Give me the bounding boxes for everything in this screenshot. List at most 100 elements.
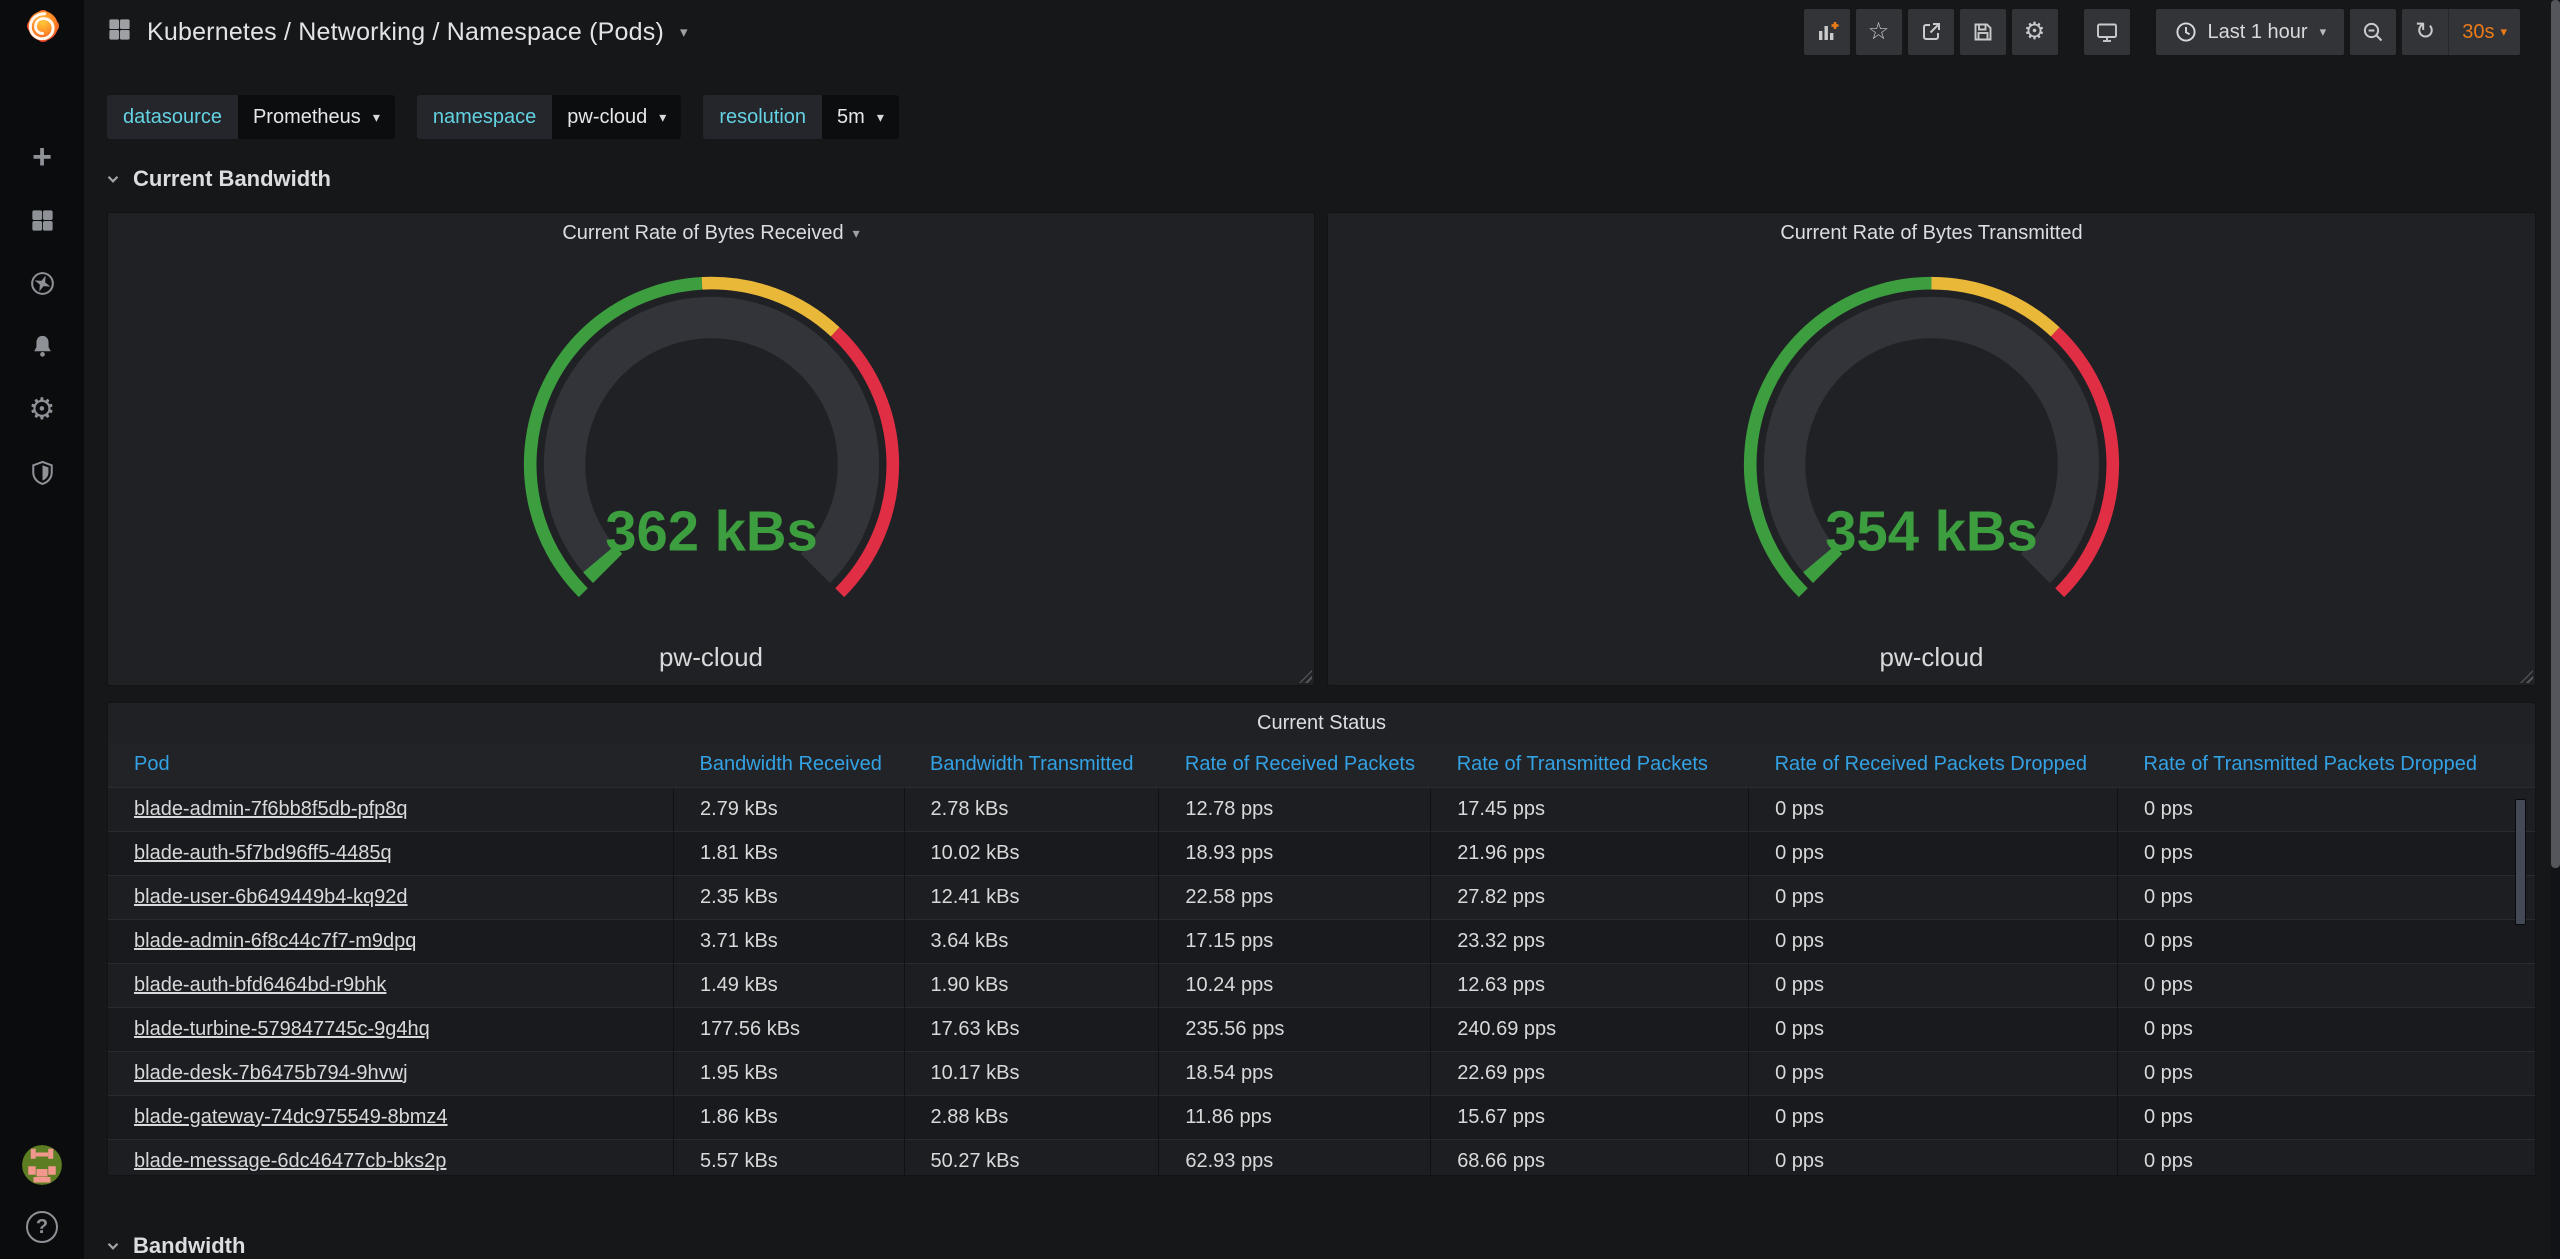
panel-title-received-text: Current Rate of Bytes Received [562,221,844,244]
cell-rate-received: 18.54 pps [1158,1050,1431,1095]
save-button[interactable] [1959,9,2006,55]
gauge-received: 362 kBs [523,276,899,598]
cell-bandwidth-received: 5.57 kBs [672,1138,905,1175]
server-admin-shield-icon[interactable] [27,457,57,487]
dashboard-caret-icon: ▾ [679,24,688,41]
dashboard-title: Kubernetes / Networking / Namespace (Pod… [147,17,664,46]
cell-rate-transmitted: 68.66 pps [1430,1138,1749,1175]
table-header-row: Pod Bandwidth Received Bandwidth Transmi… [108,743,2535,787]
column-header-bandwidth-received[interactable]: Bandwidth Received [673,743,905,787]
cell-rate-received-dropped: 0 pps [1748,1138,2118,1175]
panel-title-transmitted[interactable]: Current Rate of Bytes Transmitted [1328,213,2535,253]
cell-bandwidth-transmitted: 12.41 kBs [903,874,1159,919]
panel-title-transmitted-text: Current Rate of Bytes Transmitted [1780,221,2083,244]
column-header-rate-transmitted-dropped[interactable]: Rate of Transmitted Packets Dropped [2117,743,2535,787]
grafana-logo-icon[interactable] [22,5,64,47]
settings-button[interactable]: ⚙ [2011,9,2058,55]
pod-link[interactable]: blade-message-6dc46477cb-bks2p [134,1149,447,1172]
cell-rate-transmitted: 21.96 pps [1430,830,1749,875]
cell-rate-received-dropped: 0 pps [1748,874,2118,919]
pod-link[interactable]: blade-gateway-74dc975549-8bmz4 [134,1105,448,1128]
threshold-yellow-arc [701,276,840,337]
page-scrollbar-thumb[interactable] [2551,0,2560,868]
gauge-series-label: pw-cloud [658,642,764,672]
gauge-value: 362 kBs [605,500,818,563]
variable-resolution-value[interactable]: 5m ▾ [822,95,899,139]
column-header-rate-transmitted[interactable]: Rate of Transmitted Packets [1430,743,1749,787]
row-bandwidth-title: Bandwidth [133,1233,246,1258]
variable-resolution-selected: 5m [837,105,865,128]
cell-rate-transmitted-dropped: 0 pps [2117,1050,2535,1095]
top-navbar: Kubernetes / Networking / Namespace (Pod… [84,0,2560,64]
star-button[interactable]: ☆ [1855,9,1902,55]
cell-rate-transmitted-dropped: 0 pps [2117,962,2535,1007]
pod-link[interactable]: blade-admin-6f8c44c7f7-m9dpq [134,929,417,952]
variable-namespace-value[interactable]: pw-cloud ▾ [552,95,682,139]
cell-rate-received-dropped: 0 pps [1748,1094,2118,1139]
cell-rate-transmitted-dropped: 0 pps [2117,1006,2535,1051]
refresh-interval-dropdown[interactable]: 30s ▾ [2449,9,2520,55]
variable-datasource-label: datasource [107,95,238,139]
panel-current-status: Current Status Pod Bandwidth Received Ba… [107,702,2536,1176]
pod-link[interactable]: blade-auth-bfd6464bd-r9bhk [134,973,387,996]
row-bandwidth[interactable]: Bandwidth [104,1233,245,1259]
zoom-out-button[interactable] [2350,9,2397,55]
create-plus-icon[interactable]: + [27,138,57,176]
cell-bandwidth-transmitted: 17.63 kBs [903,1006,1159,1051]
share-button[interactable] [1907,9,1954,55]
user-avatar[interactable] [22,1145,62,1185]
cell-rate-received-dropped: 0 pps [1748,1006,2118,1051]
dashboard-picker[interactable]: Kubernetes / Networking / Namespace (Pod… [106,16,688,48]
refresh-control: ↻ 30s ▾ [2402,9,2520,55]
cell-rate-transmitted: 12.63 pps [1430,962,1749,1007]
cell-rate-received: 11.86 pps [1158,1094,1431,1139]
cell-rate-received-dropped: 0 pps [1748,830,2118,875]
cell-rate-received: 235.56 pps [1158,1006,1431,1051]
pod-link[interactable]: blade-admin-7f6bb8f5db-pfp8q [134,797,408,820]
dashboard-grid-icon [106,16,133,48]
table-row: blade-auth-5f7bd96ff5-4485q 1.81 kBs 10.… [108,830,2535,875]
cell-rate-transmitted-dropped: 0 pps [2117,918,2535,963]
cell-rate-received-dropped: 0 pps [1748,918,2118,963]
cell-bandwidth-received: 1.95 kBs [672,1050,905,1095]
sidebar: + ⚙ [0,0,84,1259]
plus-glyph: + [32,138,52,176]
current-status-table: Pod Bandwidth Received Bandwidth Transmi… [108,743,2535,1175]
cell-rate-received: 22.58 pps [1158,874,1431,919]
column-header-bandwidth-transmitted[interactable]: Bandwidth Transmitted [904,743,1159,787]
column-header-pod[interactable]: Pod [108,743,674,787]
variable-namespace-selected: pw-cloud [567,105,648,128]
pod-link[interactable]: blade-auth-5f7bd96ff5-4485q [134,841,392,864]
cell-rate-transmitted: 22.69 pps [1430,1050,1749,1095]
threshold-red-arc [2050,327,2120,598]
alerting-bell-icon[interactable] [27,331,57,361]
cell-bandwidth-transmitted: 50.27 kBs [903,1138,1159,1175]
chevron-down-icon [107,175,119,183]
explore-compass-icon[interactable] [27,268,57,298]
pod-link[interactable]: blade-user-6b649449b4-kq92d [134,885,408,908]
dashboards-icon[interactable] [27,205,57,235]
variable-datasource-value[interactable]: Prometheus ▾ [237,95,395,139]
refresh-icon: ↻ [2415,18,2436,45]
column-header-rate-received[interactable]: Rate of Received Packets [1158,743,1431,787]
dashboard-variables: datasource Prometheus ▾ namespace pw-clo… [107,95,899,139]
panel-current-rate-bytes-transmitted: Current Rate of Bytes Transmitted 354 kB… [1327,212,2536,686]
configuration-gear-icon[interactable]: ⚙ [27,393,57,426]
table-scrollbar[interactable] [2515,799,2526,925]
help-icon[interactable]: ? [26,1211,58,1243]
pod-link[interactable]: blade-turbine-579847745c-9g4hq [134,1017,430,1040]
chevron-down-icon [107,1242,119,1250]
cell-bandwidth-transmitted: 2.88 kBs [903,1094,1159,1139]
add-panel-button[interactable] [1803,9,1850,55]
column-header-rate-received-dropped[interactable]: Rate of Received Packets Dropped [1748,743,2118,787]
panel-title-received[interactable]: Current Rate of Bytes Received ▾ [108,213,1314,253]
time-range-picker[interactable]: Last 1 hour ▾ [2155,9,2345,55]
cell-bandwidth-received: 2.79 kBs [672,786,905,831]
cell-bandwidth-transmitted: 1.90 kBs [903,962,1159,1007]
pod-link[interactable]: blade-desk-7b6475b794-9hvwj [134,1061,408,1084]
tv-mode-button[interactable] [2083,9,2130,55]
panel-title-current-status[interactable]: Current Status [108,703,2535,743]
variable-datasource-selected: Prometheus [252,105,361,128]
row-current-bandwidth[interactable]: Current Bandwidth [104,166,331,192]
refresh-button[interactable]: ↻ [2402,9,2450,55]
